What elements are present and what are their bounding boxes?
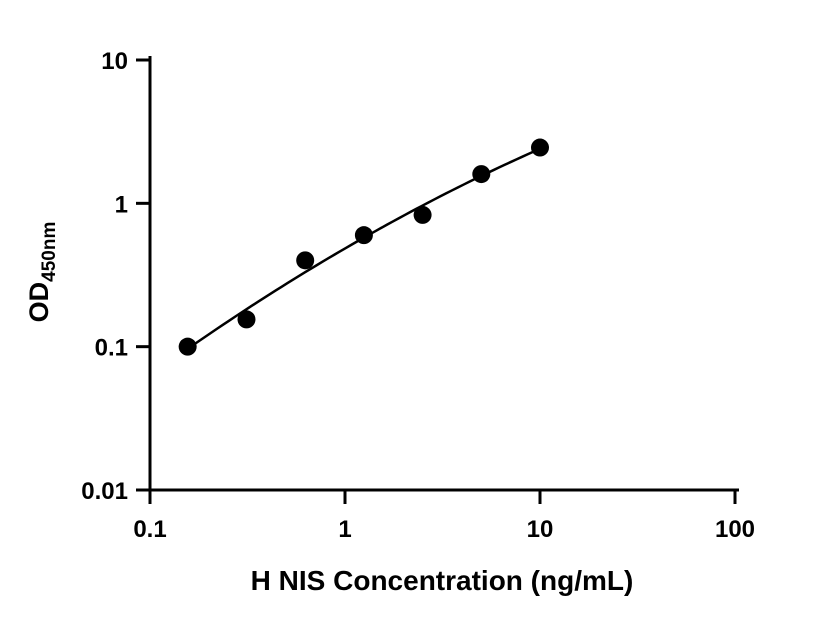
data-point (413, 205, 432, 224)
data-points-group (178, 138, 549, 356)
x-tick-label: 10 (527, 516, 554, 543)
data-point (296, 251, 315, 270)
x-tick-label: 0.1 (133, 516, 166, 543)
data-point (178, 337, 197, 356)
x-tick-label: 100 (715, 516, 755, 543)
x-axis-title: H NIS Concentration (ng/mL) (251, 565, 634, 596)
x-tick-label: 1 (338, 516, 351, 543)
y-axis-title-main: OD (24, 282, 54, 323)
y-tick-label: 10 (101, 48, 128, 75)
axes (136, 56, 739, 504)
y-tick-label: 0.01 (81, 478, 128, 505)
data-point (354, 226, 373, 245)
y-axis-title: OD450nm (24, 222, 60, 323)
data-point (531, 138, 549, 157)
data-point (472, 165, 491, 184)
data-point (237, 310, 256, 329)
y-tick-label: 1 (115, 191, 128, 218)
y-tick-label: 0.1 (95, 335, 128, 362)
y-axis-title-subscript: 450nm (39, 222, 60, 282)
